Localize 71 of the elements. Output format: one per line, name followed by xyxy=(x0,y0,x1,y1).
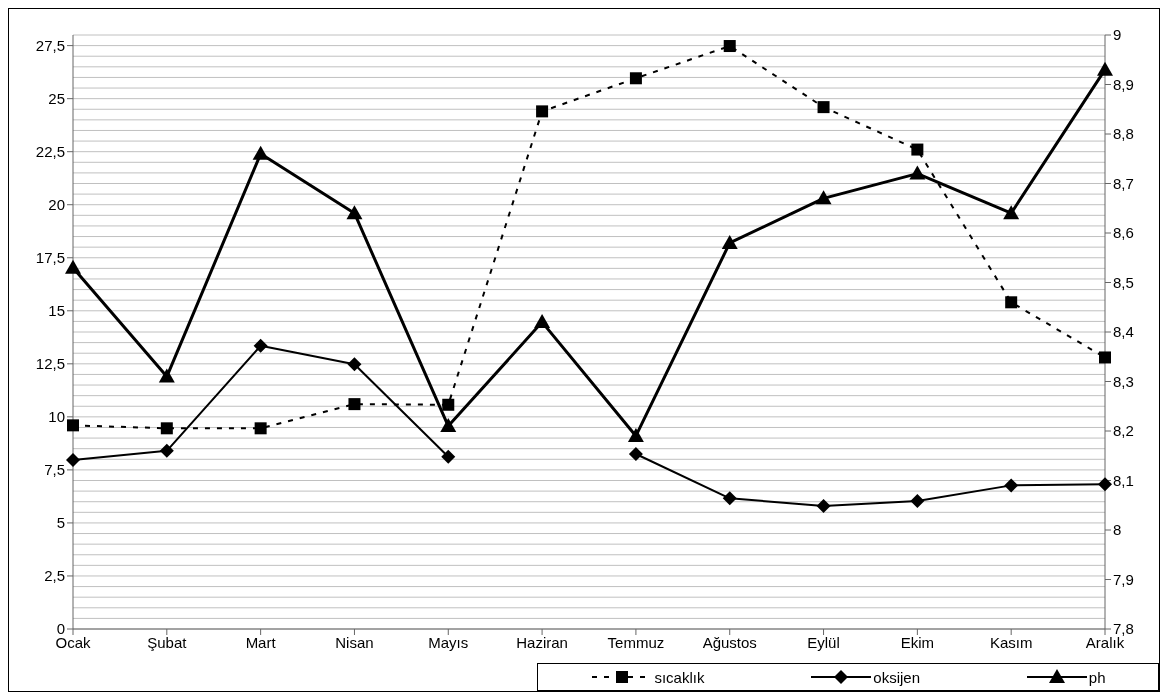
point xyxy=(534,314,551,329)
point xyxy=(1004,478,1019,493)
y2-tick-label: 8,4 xyxy=(1113,323,1134,341)
y2-tick-label: 8,1 xyxy=(1113,471,1134,489)
point xyxy=(815,190,832,205)
y2-tick-label: 7,9 xyxy=(1113,570,1134,588)
y2-tick-label: 8,9 xyxy=(1113,75,1134,93)
point xyxy=(722,491,737,506)
point xyxy=(909,165,926,180)
y-tick-label: 7,5 xyxy=(44,461,65,479)
point xyxy=(817,101,830,114)
y-tick-label: 20 xyxy=(48,196,65,214)
y-tick-label: 27,5 xyxy=(35,36,65,54)
y2-tick-label: 8,6 xyxy=(1113,224,1134,242)
y2-tick-label: 8,8 xyxy=(1113,125,1134,143)
point xyxy=(627,427,644,442)
point xyxy=(348,398,361,411)
y-tick-label: 22,5 xyxy=(35,143,65,160)
y-tick-label: 25 xyxy=(48,89,65,107)
x-tick-label: Mart xyxy=(245,633,277,651)
y-tick-label: 15 xyxy=(48,302,65,320)
x-tick-label: Şubat xyxy=(147,633,188,651)
legend-label: ph xyxy=(1088,668,1106,686)
point xyxy=(1098,477,1112,492)
point xyxy=(816,498,831,513)
point xyxy=(160,422,173,435)
x-tick-label: Haziran xyxy=(516,633,568,651)
y-tick-label: 12,5 xyxy=(35,355,65,373)
point xyxy=(158,368,175,383)
x-tick-label: Ekim xyxy=(900,633,935,651)
point xyxy=(441,449,456,464)
x-tick-label: Eylül xyxy=(807,633,840,651)
legend-label: sıcaklık xyxy=(654,668,705,686)
point xyxy=(629,72,642,85)
y-tick-label: 2,5 xyxy=(44,567,65,585)
point xyxy=(254,422,267,435)
point xyxy=(1099,351,1111,364)
y2-tick-label: 8,3 xyxy=(1113,372,1134,390)
point xyxy=(1003,205,1020,220)
y-tick-label: 10 xyxy=(48,408,65,426)
point xyxy=(440,418,457,433)
legend-label: oksijen xyxy=(873,668,920,686)
point xyxy=(628,446,643,461)
point xyxy=(159,443,174,458)
point xyxy=(253,338,268,353)
point xyxy=(346,205,363,220)
y-tick-label: 5 xyxy=(56,514,65,532)
x-tick-label: Nisan xyxy=(335,633,374,651)
y2-tick-label: 8,5 xyxy=(1113,273,1134,291)
point xyxy=(442,398,455,411)
y-tick-label: 17,5 xyxy=(35,249,65,267)
y2-tick-label: 8 xyxy=(1113,521,1122,539)
point xyxy=(67,419,79,432)
y2-tick-label: 9 xyxy=(1113,26,1122,44)
x-tick-label: Ağustos xyxy=(702,633,757,651)
x-tick-label: Temmuz xyxy=(607,633,665,651)
point xyxy=(723,40,736,53)
point xyxy=(65,259,81,274)
point xyxy=(1005,296,1018,309)
point xyxy=(347,357,362,372)
x-tick-label: Kasım xyxy=(989,633,1033,651)
x-tick-label: Mayıs xyxy=(428,633,469,651)
y2-tick-label: 8,7 xyxy=(1113,174,1134,192)
y2-tick-label: 8,2 xyxy=(1113,422,1134,440)
point xyxy=(911,143,924,156)
point xyxy=(721,234,738,249)
point xyxy=(536,105,549,118)
point xyxy=(66,452,80,467)
point xyxy=(1097,61,1113,76)
point xyxy=(910,494,925,509)
point xyxy=(252,145,269,160)
